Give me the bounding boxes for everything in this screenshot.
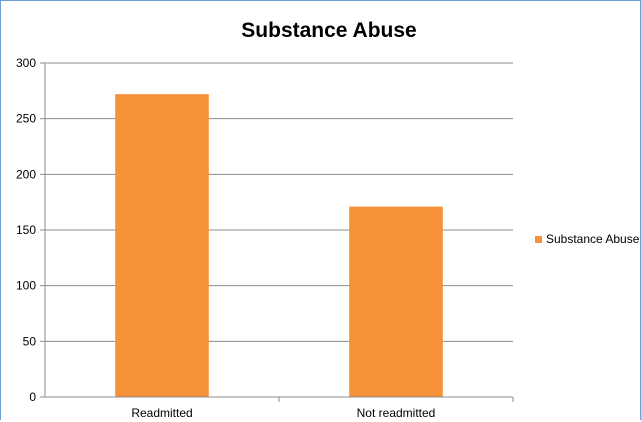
y-tick-label: 100	[16, 279, 36, 293]
bar-readmitted	[115, 94, 209, 397]
y-tick-label: 0	[29, 390, 36, 404]
legend: Substance Abuse	[535, 232, 639, 246]
y-tick-label: 50	[23, 334, 37, 348]
y-tick-label: 200	[16, 167, 36, 181]
x-category-label: Not readmitted	[357, 406, 436, 420]
y-tick-label: 250	[16, 112, 36, 126]
chart-title: Substance Abuse	[241, 19, 417, 42]
legend-swatch	[535, 235, 542, 243]
bar-not-readmitted	[349, 206, 443, 397]
legend-label: Substance Abuse	[546, 232, 640, 246]
y-tick-label: 150	[16, 223, 36, 237]
x-category-label: Readmitted	[131, 406, 192, 420]
y-tick-label: 300	[16, 56, 36, 70]
